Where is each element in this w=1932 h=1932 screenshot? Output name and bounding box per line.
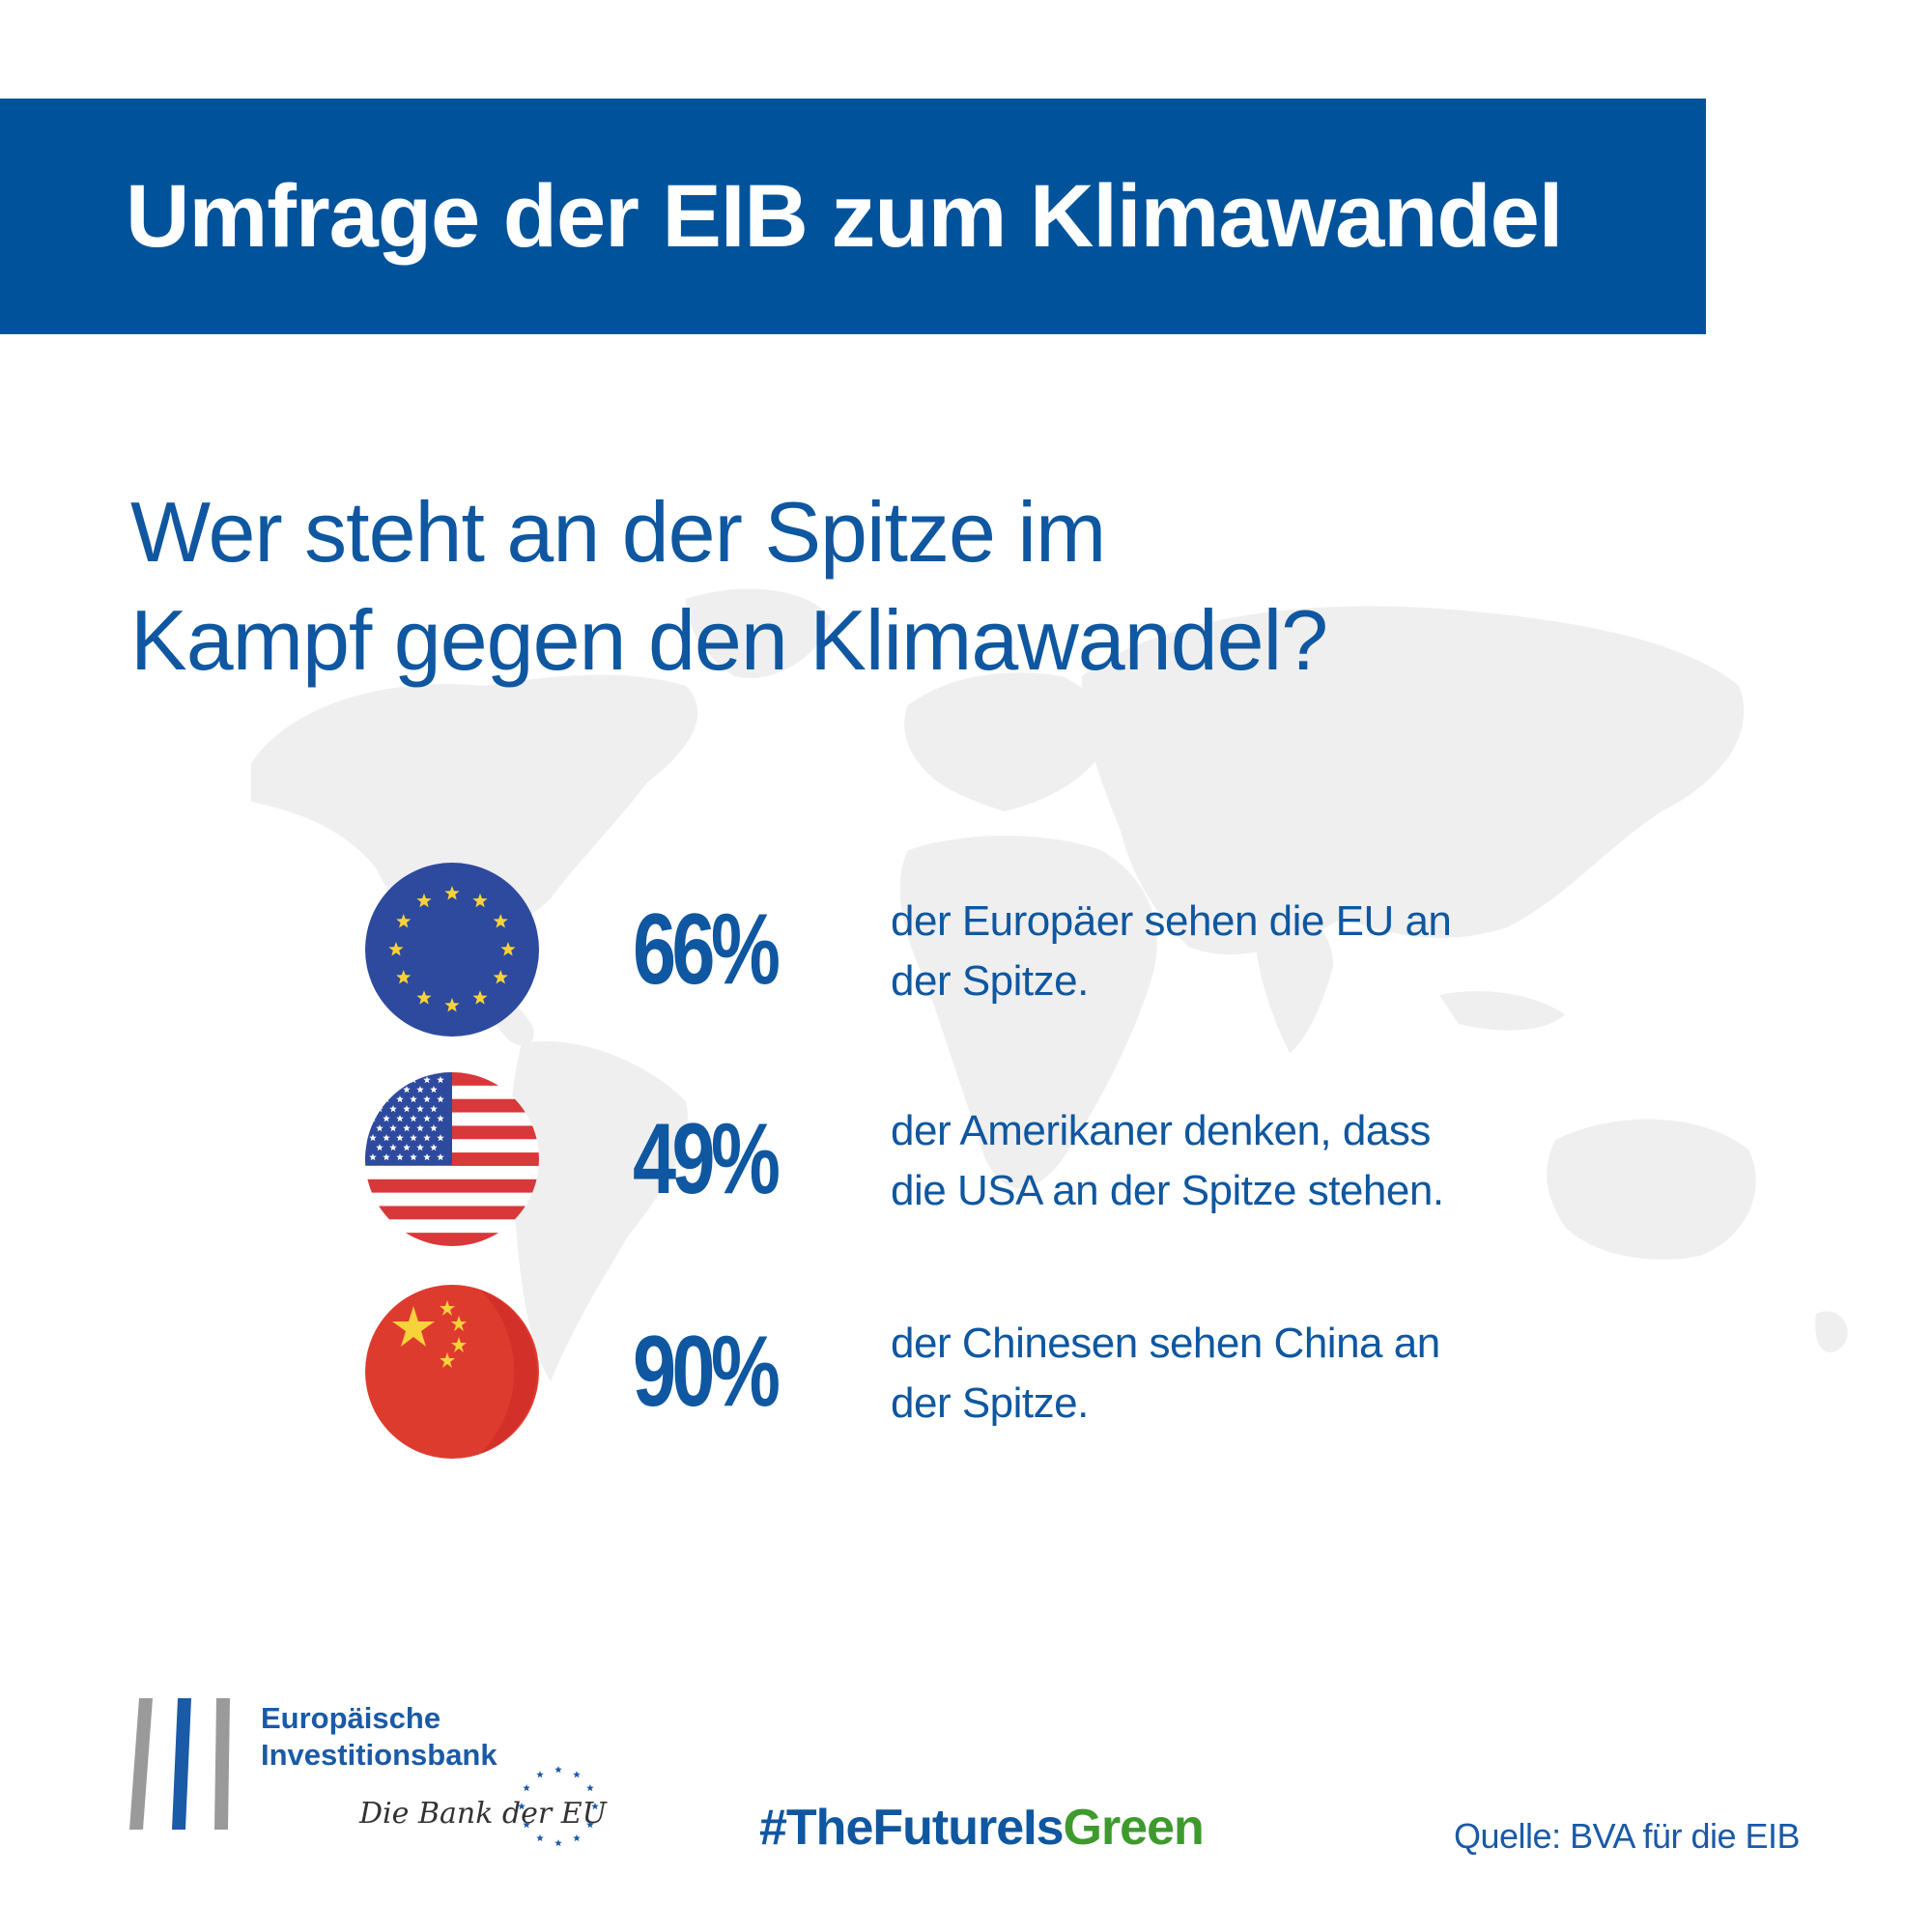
question-line-1: Wer steht an der Spitze im [130,484,1106,580]
china-flag-icon [365,1285,539,1459]
stat-row-usa: 49% der Amerikaner denken, dass die USA … [0,1072,1932,1246]
world-map-icon [251,588,1848,1381]
usa-flag-icon [365,1072,539,1246]
logo-name-line-1: Europäische [261,1701,441,1735]
stat-description-line-1: der Europäer sehen die EU an [891,897,1452,945]
stat-description-eu: der Europäer sehen die EU an der Spitze. [891,892,1567,1011]
question-line-2: Kampf gegen den Klimawandel? [130,592,1328,688]
eib-logo-name: Europäische Investitionsbank [261,1700,497,1774]
stat-percent-usa: 49% [633,1103,781,1215]
stat-description-line-2: die USA an der Spitze stehen. [891,1167,1444,1214]
stat-percent-china: 90% [633,1316,781,1428]
stat-description-line-2: der Spitze. [891,1379,1089,1427]
stat-description-china: der Chinesen sehen China an der Spitze. [891,1314,1567,1434]
question-heading: Wer steht an der Spitze im Kampf gegen d… [130,478,1676,695]
eib-logo-icon [129,1698,230,1830]
logo-name-line-2: Investitionsbank [261,1738,497,1772]
stat-percent-eu: 66% [633,894,781,1006]
hashtag-green-part: Green [1063,1800,1205,1856]
stat-description-line-1: der Amerikaner denken, dass [891,1107,1431,1154]
stat-description-line-1: der Chinesen sehen China an [891,1320,1440,1367]
eib-tagline: Die Bank der EU [359,1797,607,1831]
page-title: Umfrage der EIB zum Klimawandel [126,167,1563,266]
title-banner: Umfrage der EIB zum Klimawandel [0,99,1706,334]
stat-row-eu: 66% der Europäer sehen die EU an der Spi… [0,863,1932,1037]
hashtag: #TheFutureIsGreen [759,1799,1205,1857]
stat-description-line-2: der Spitze. [891,957,1089,1005]
hashtag-blue-part: #TheFutureIs [759,1800,1064,1856]
eu-flag-icon [365,863,539,1037]
stat-row-china: 90% der Chinesen sehen China an der Spit… [0,1285,1932,1459]
source-note: Quelle: BVA für die EIB [1454,1816,1801,1856]
stat-description-usa: der Amerikaner denken, dass die USA an d… [891,1101,1567,1221]
eu-stars-ring-icon [518,1766,599,1847]
